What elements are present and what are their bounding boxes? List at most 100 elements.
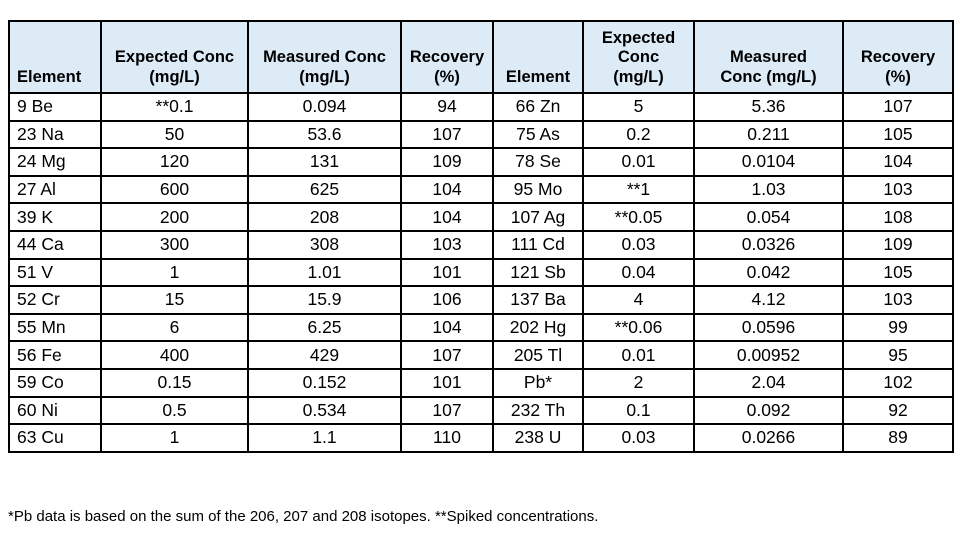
left-expected-conc-cell: 1 bbox=[100, 423, 249, 453]
right-measured-conc-cell: 0.092 bbox=[693, 395, 844, 426]
left-element-cell: 63 Cu bbox=[8, 423, 102, 453]
left-recovery-cell: 106 bbox=[400, 285, 494, 315]
right-element-cell: 107 Ag bbox=[492, 202, 584, 232]
right-expected-conc-cell: 4 bbox=[582, 285, 695, 315]
left-recovery-cell: 103 bbox=[400, 229, 494, 260]
left-expected-conc-cell: 200 bbox=[100, 202, 249, 232]
right-element-cell: 238 U bbox=[492, 423, 584, 453]
table-row: 39 K 200 208 104 107 Ag **0.05 0.054 108 bbox=[8, 202, 954, 232]
right-measured-conc-cell: 0.00952 bbox=[693, 340, 844, 370]
table-row: 56 Fe 400 429 107 205 Tl 0.01 0.00952 95 bbox=[8, 340, 954, 370]
table-row: 9 Be **0.1 0.094 94 66 Zn 5 5.36 107 bbox=[8, 92, 954, 122]
right-measured-conc-cell: 4.12 bbox=[693, 285, 844, 315]
right-measured-conc-cell: 0.211 bbox=[693, 119, 844, 150]
left-expected-conc-cell: 15 bbox=[100, 285, 249, 315]
right-recovery-cell: 95 bbox=[842, 340, 954, 370]
left-recovery-cell: 107 bbox=[400, 119, 494, 150]
left-element-cell: 56 Fe bbox=[8, 340, 102, 370]
left-expected-conc-cell: 0.5 bbox=[100, 395, 249, 426]
right-measured-conc-cell: 5.36 bbox=[693, 92, 844, 122]
right-element-cell: 111 Cd bbox=[492, 229, 584, 260]
right-recovery-cell: 103 bbox=[842, 174, 954, 205]
right-element-cell: 137 Ba bbox=[492, 285, 584, 315]
left-measured-conc-cell: 53.6 bbox=[247, 119, 402, 150]
left-element-cell: 60 Ni bbox=[8, 395, 102, 426]
left-recovery-cell: 107 bbox=[400, 395, 494, 426]
right-element-cell: 202 Hg bbox=[492, 312, 584, 343]
left-measured-conc-cell: 131 bbox=[247, 147, 402, 177]
left-element-cell: 55 Mn bbox=[8, 312, 102, 343]
left-recovery-cell: 104 bbox=[400, 174, 494, 205]
left-element-cell: 9 Be bbox=[8, 92, 102, 122]
left-measured-conc-cell: 6.25 bbox=[247, 312, 402, 343]
table-row: 24 Mg 120 131 109 78 Se 0.01 0.0104 104 bbox=[8, 147, 954, 177]
left-element-cell: 51 V bbox=[8, 257, 102, 288]
left-expected-conc-header: Expected Conc (mg/L) bbox=[100, 20, 249, 94]
left-element-cell: 59 Co bbox=[8, 367, 102, 398]
left-element-header: Element bbox=[8, 20, 102, 94]
left-expected-conc-cell: 600 bbox=[100, 174, 249, 205]
right-expected-conc-cell: 0.01 bbox=[582, 147, 695, 177]
left-measured-conc-cell: 0.094 bbox=[247, 92, 402, 122]
left-recovery-cell: 101 bbox=[400, 257, 494, 288]
right-measured-conc-cell: 0.054 bbox=[693, 202, 844, 232]
right-recovery-cell: 104 bbox=[842, 147, 954, 177]
header-row: Element Expected Conc (mg/L) Measured Co… bbox=[8, 20, 954, 94]
left-element-cell: 44 Ca bbox=[8, 229, 102, 260]
right-expected-conc-cell: **0.06 bbox=[582, 312, 695, 343]
left-expected-conc-cell: **0.1 bbox=[100, 92, 249, 122]
left-expected-conc-cell: 6 bbox=[100, 312, 249, 343]
left-measured-conc-cell: 1.1 bbox=[247, 423, 402, 453]
left-measured-conc-cell: 0.152 bbox=[247, 367, 402, 398]
right-recovery-cell: 105 bbox=[842, 257, 954, 288]
left-measured-conc-cell: 208 bbox=[247, 202, 402, 232]
right-element-cell: 121 Sb bbox=[492, 257, 584, 288]
right-measured-conc-cell: 0.0104 bbox=[693, 147, 844, 177]
footnote: *Pb data is based on the sum of the 206,… bbox=[8, 508, 599, 525]
right-expected-conc-cell: **0.05 bbox=[582, 202, 695, 232]
right-recovery-cell: 105 bbox=[842, 119, 954, 150]
right-expected-conc-cell: **1 bbox=[582, 174, 695, 205]
left-expected-conc-cell: 0.15 bbox=[100, 367, 249, 398]
right-element-header: Element bbox=[492, 20, 584, 94]
right-recovery-cell: 102 bbox=[842, 367, 954, 398]
left-measured-conc-cell: 1.01 bbox=[247, 257, 402, 288]
table-row: 59 Co 0.15 0.152 101 Pb* 2 2.04 102 bbox=[8, 367, 954, 398]
left-recovery-cell: 110 bbox=[400, 423, 494, 453]
right-measured-conc-header: Measured Conc (mg/L) bbox=[693, 20, 844, 94]
right-measured-conc-cell: 0.0596 bbox=[693, 312, 844, 343]
right-expected-conc-cell: 0.1 bbox=[582, 395, 695, 426]
right-element-cell: 95 Mo bbox=[492, 174, 584, 205]
table-row: 23 Na 50 53.6 107 75 As 0.2 0.211 105 bbox=[8, 119, 954, 150]
table-row: 60 Ni 0.5 0.534 107 232 Th 0.1 0.092 92 bbox=[8, 395, 954, 426]
left-element-cell: 27 Al bbox=[8, 174, 102, 205]
left-element-cell: 23 Na bbox=[8, 119, 102, 150]
right-element-cell: 75 As bbox=[492, 119, 584, 150]
recovery-table: Element Expected Conc (mg/L) Measured Co… bbox=[8, 20, 954, 453]
left-recovery-cell: 101 bbox=[400, 367, 494, 398]
table-row: 44 Ca 300 308 103 111 Cd 0.03 0.0326 109 bbox=[8, 229, 954, 260]
left-recovery-cell: 104 bbox=[400, 312, 494, 343]
right-recovery-cell: 103 bbox=[842, 285, 954, 315]
left-element-cell: 24 Mg bbox=[8, 147, 102, 177]
right-measured-conc-cell: 0.042 bbox=[693, 257, 844, 288]
left-expected-conc-cell: 50 bbox=[100, 119, 249, 150]
right-expected-conc-cell: 0.04 bbox=[582, 257, 695, 288]
left-recovery-header: Recovery (%) bbox=[400, 20, 494, 94]
right-expected-conc-cell: 0.03 bbox=[582, 423, 695, 453]
left-expected-conc-cell: 400 bbox=[100, 340, 249, 370]
left-recovery-cell: 94 bbox=[400, 92, 494, 122]
left-recovery-cell: 104 bbox=[400, 202, 494, 232]
left-recovery-cell: 107 bbox=[400, 340, 494, 370]
left-element-cell: 39 K bbox=[8, 202, 102, 232]
left-expected-conc-cell: 300 bbox=[100, 229, 249, 260]
right-element-cell: 78 Se bbox=[492, 147, 584, 177]
table-row: 52 Cr 15 15.9 106 137 Ba 4 4.12 103 bbox=[8, 285, 954, 315]
right-recovery-cell: 89 bbox=[842, 423, 954, 453]
left-measured-conc-cell: 308 bbox=[247, 229, 402, 260]
right-measured-conc-cell: 0.0326 bbox=[693, 229, 844, 260]
table-row: 27 Al 600 625 104 95 Mo **1 1.03 103 bbox=[8, 174, 954, 205]
right-measured-conc-cell: 2.04 bbox=[693, 367, 844, 398]
right-expected-conc-cell: 0.03 bbox=[582, 229, 695, 260]
right-recovery-cell: 99 bbox=[842, 312, 954, 343]
